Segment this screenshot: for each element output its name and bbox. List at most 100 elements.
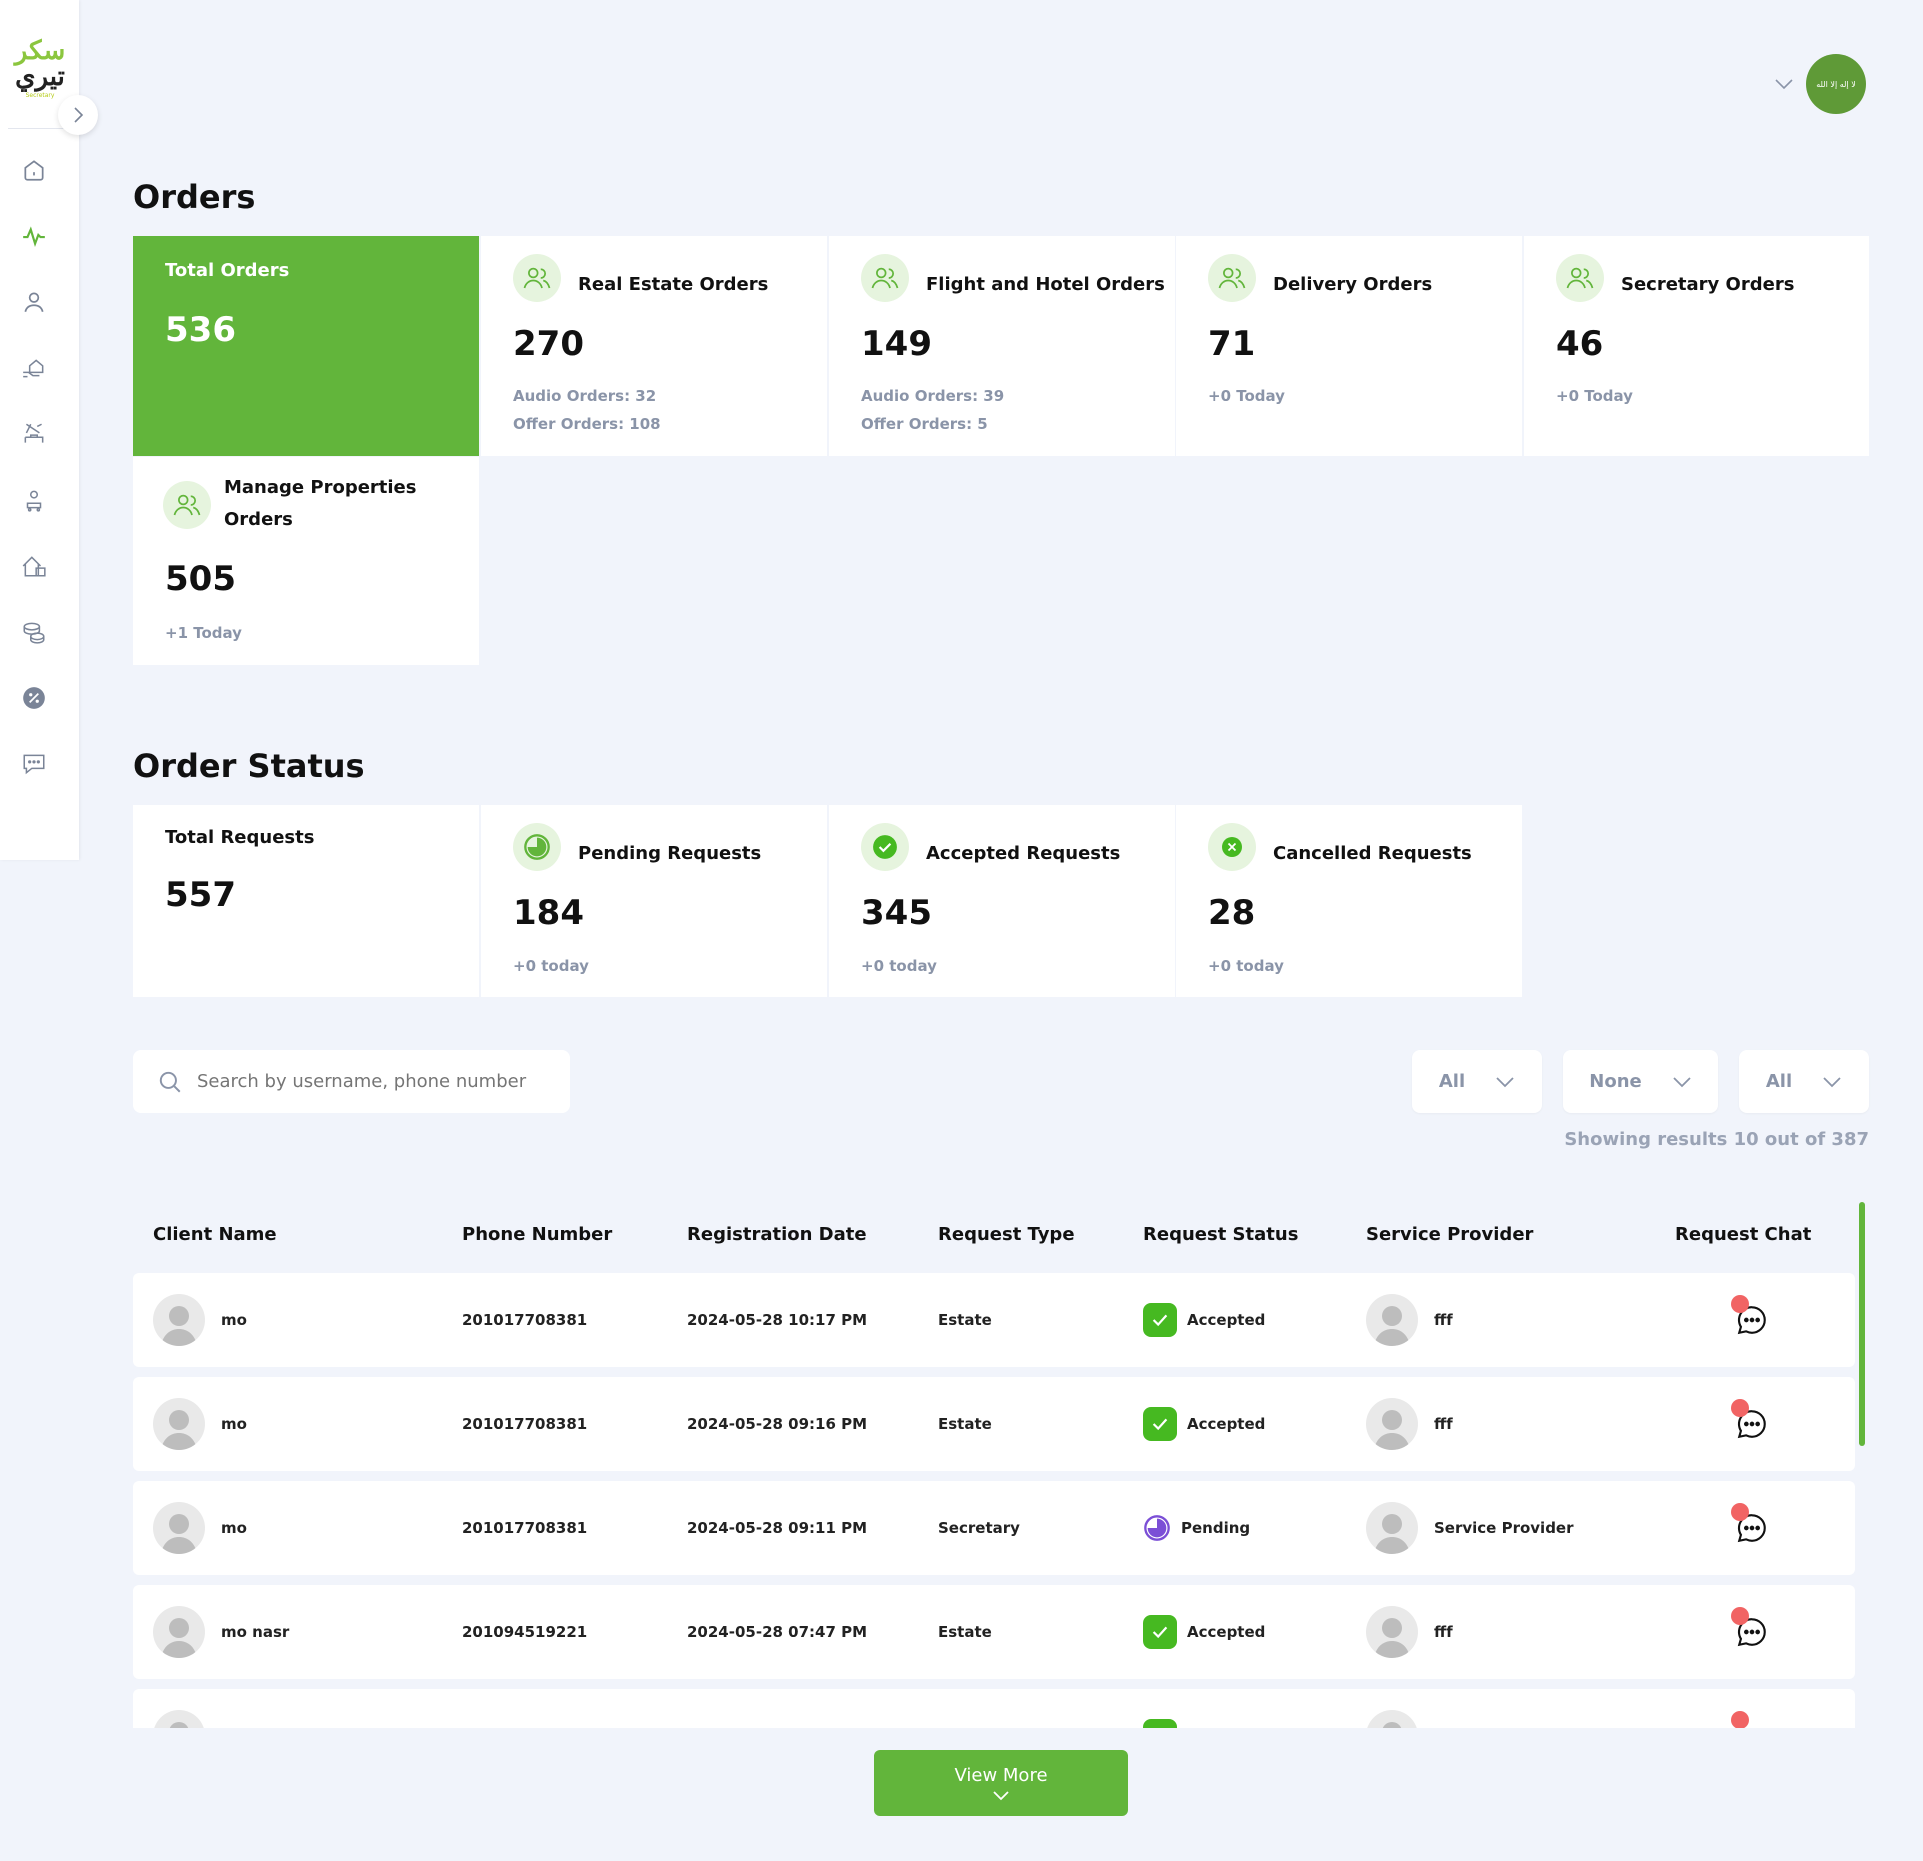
filter-select-2[interactable]: None xyxy=(1563,1050,1718,1113)
card-sub-2: Offer Orders: 108 xyxy=(513,415,661,433)
orders-title: Orders xyxy=(133,178,256,216)
chat-bubble-icon xyxy=(1737,1410,1766,1439)
registration-date: 2024-05-28 10:17 PM xyxy=(687,1311,868,1329)
profile-avatar[interactable]: لا إله إلا الله xyxy=(1806,54,1866,114)
card-label: Total Requests xyxy=(165,827,315,848)
user-icon[interactable] xyxy=(20,288,48,316)
sidebar-toggle-button[interactable] xyxy=(58,95,98,135)
users-icon xyxy=(163,481,211,529)
unread-badge xyxy=(1731,1295,1749,1313)
accepted-check-icon xyxy=(1143,1615,1177,1649)
card-sub-1: +0 Today xyxy=(1208,387,1285,405)
provider-avatar xyxy=(1366,1294,1418,1346)
request-chat-button[interactable] xyxy=(1731,1399,1769,1441)
accepted-requests-card[interactable]: Accepted Requests 345 +0 today xyxy=(829,805,1175,997)
client-name: mo xyxy=(221,1519,247,1537)
table-row[interactable]: mo 201017708381 2024-05-28 10:17 PM Esta… xyxy=(133,1273,1855,1367)
flag-emblem: لا إله إلا الله xyxy=(1816,79,1856,89)
chevron-down-icon xyxy=(1673,1076,1691,1087)
card-value: 505 xyxy=(165,559,236,599)
request-type: Estate xyxy=(938,1415,992,1433)
registration-date: 2024-05-28 09:11 PM xyxy=(687,1519,868,1537)
service-provider: fff xyxy=(1434,1623,1453,1641)
table-row[interactable]: mo 201017708381 2024-05-28 09:11 PM Secr… xyxy=(133,1481,1855,1575)
results-count: Showing results 10 out of 387 xyxy=(1564,1129,1869,1150)
money-icon[interactable] xyxy=(20,618,48,646)
logo-line-1: سكر xyxy=(14,36,66,66)
total-orders-label: Total Orders xyxy=(165,260,290,281)
request-type: Estate xyxy=(938,1623,992,1641)
chevron-down-icon xyxy=(1823,1076,1841,1087)
manage-properties-orders-card[interactable]: Manage Properties Orders 505 +1 Today xyxy=(133,457,479,665)
filter-select-3[interactable]: All xyxy=(1739,1050,1869,1113)
activity-icon[interactable] xyxy=(20,222,48,250)
delivery-icon[interactable] xyxy=(20,486,48,514)
travel-icon[interactable] xyxy=(20,420,48,448)
request-status: Accepted xyxy=(1187,1415,1266,1433)
col-phone-number[interactable]: Phone Number xyxy=(462,1224,613,1245)
secretary-orders-card[interactable]: Secretary Orders 46 +0 Today xyxy=(1524,236,1869,456)
provider-avatar xyxy=(1366,1502,1418,1554)
filter-value: All xyxy=(1765,1071,1793,1092)
search-input[interactable] xyxy=(197,1071,557,1092)
card-sub-1: Audio Orders: 32 xyxy=(513,387,657,405)
table-scrollbar[interactable] xyxy=(1859,1202,1865,1446)
card-label: Pending Requests xyxy=(578,843,762,864)
properties-icon[interactable] xyxy=(20,552,48,580)
total-requests-card[interactable]: Total Requests 557 xyxy=(133,805,479,997)
users-icon xyxy=(513,254,561,302)
chat-bubble-icon xyxy=(1737,1618,1766,1647)
total-orders-card[interactable]: Total Orders 536 xyxy=(133,236,479,456)
table-row[interactable]: mo 201017708381 2024-05-28 09:16 PM Esta… xyxy=(133,1377,1855,1471)
check-circle-icon xyxy=(861,823,909,871)
chat-bubble-icon xyxy=(1737,1514,1766,1543)
card-sub-1: +0 Today xyxy=(1556,387,1633,405)
card-label-line-2: Orders xyxy=(224,509,293,530)
client-name: mo xyxy=(221,1415,247,1433)
flight-hotel-orders-card[interactable]: Flight and Hotel Orders 149 Audio Orders… xyxy=(829,236,1175,456)
pending-status-icon xyxy=(1144,1515,1170,1541)
real-estate-orders-card[interactable]: Real Estate Orders 270 Audio Orders: 32 … xyxy=(481,236,827,456)
card-value: 46 xyxy=(1556,324,1604,364)
request-chat-button[interactable] xyxy=(1731,1607,1769,1649)
col-request-type[interactable]: Request Type xyxy=(938,1224,1075,1245)
app-logo[interactable]: سكر تيري Secretary xyxy=(12,38,68,108)
chevron-right-icon xyxy=(74,107,84,123)
card-label: Delivery Orders xyxy=(1273,274,1433,295)
chat-icon[interactable] xyxy=(20,750,48,778)
request-chat-button[interactable] xyxy=(1731,1295,1769,1337)
request-status: Accepted xyxy=(1187,1311,1266,1329)
delivery-orders-card[interactable]: Delivery Orders 71 +0 Today xyxy=(1176,236,1522,456)
card-label: Real Estate Orders xyxy=(578,274,769,295)
accepted-check-icon xyxy=(1143,1407,1177,1441)
card-value: 28 xyxy=(1208,893,1256,933)
divider xyxy=(8,128,70,129)
col-request-status[interactable]: Request Status xyxy=(1143,1224,1299,1245)
discount-icon[interactable] xyxy=(20,684,48,712)
card-sub: +0 today xyxy=(861,957,937,975)
client-avatar xyxy=(153,1502,205,1554)
col-request-chat[interactable]: Request Chat xyxy=(1675,1224,1812,1245)
home-icon[interactable] xyxy=(20,156,48,184)
request-status: Accepted xyxy=(1187,1623,1266,1641)
service-provider: Service Provider xyxy=(1434,1519,1574,1537)
order-status-title: Order Status xyxy=(133,747,365,785)
request-chat-button[interactable] xyxy=(1731,1711,1769,1753)
unread-badge xyxy=(1731,1399,1749,1417)
search-box[interactable] xyxy=(133,1050,570,1113)
col-client-name[interactable]: Client Name xyxy=(153,1224,277,1245)
profile-menu-chevron-icon[interactable] xyxy=(1774,76,1794,95)
filter-select-1[interactable]: All xyxy=(1412,1050,1542,1113)
col-registration-date[interactable]: Registration Date xyxy=(687,1224,867,1245)
cancelled-requests-card[interactable]: Cancelled Requests 28 +0 today xyxy=(1176,805,1522,997)
table-row[interactable]: mo nasr 201094519221 2024-05-28 07:47 PM… xyxy=(133,1585,1855,1679)
request-chat-button[interactable] xyxy=(1731,1503,1769,1545)
card-label: Cancelled Requests xyxy=(1273,843,1472,864)
view-more-button[interactable]: View More xyxy=(874,1750,1128,1816)
pending-requests-card[interactable]: Pending Requests 184 +0 today xyxy=(481,805,827,997)
filter-value: None xyxy=(1589,1071,1642,1092)
col-service-provider[interactable]: Service Provider xyxy=(1366,1224,1534,1245)
pending-icon xyxy=(513,823,561,871)
hand-home-icon[interactable] xyxy=(20,354,48,382)
card-sub-1: +1 Today xyxy=(165,624,242,642)
